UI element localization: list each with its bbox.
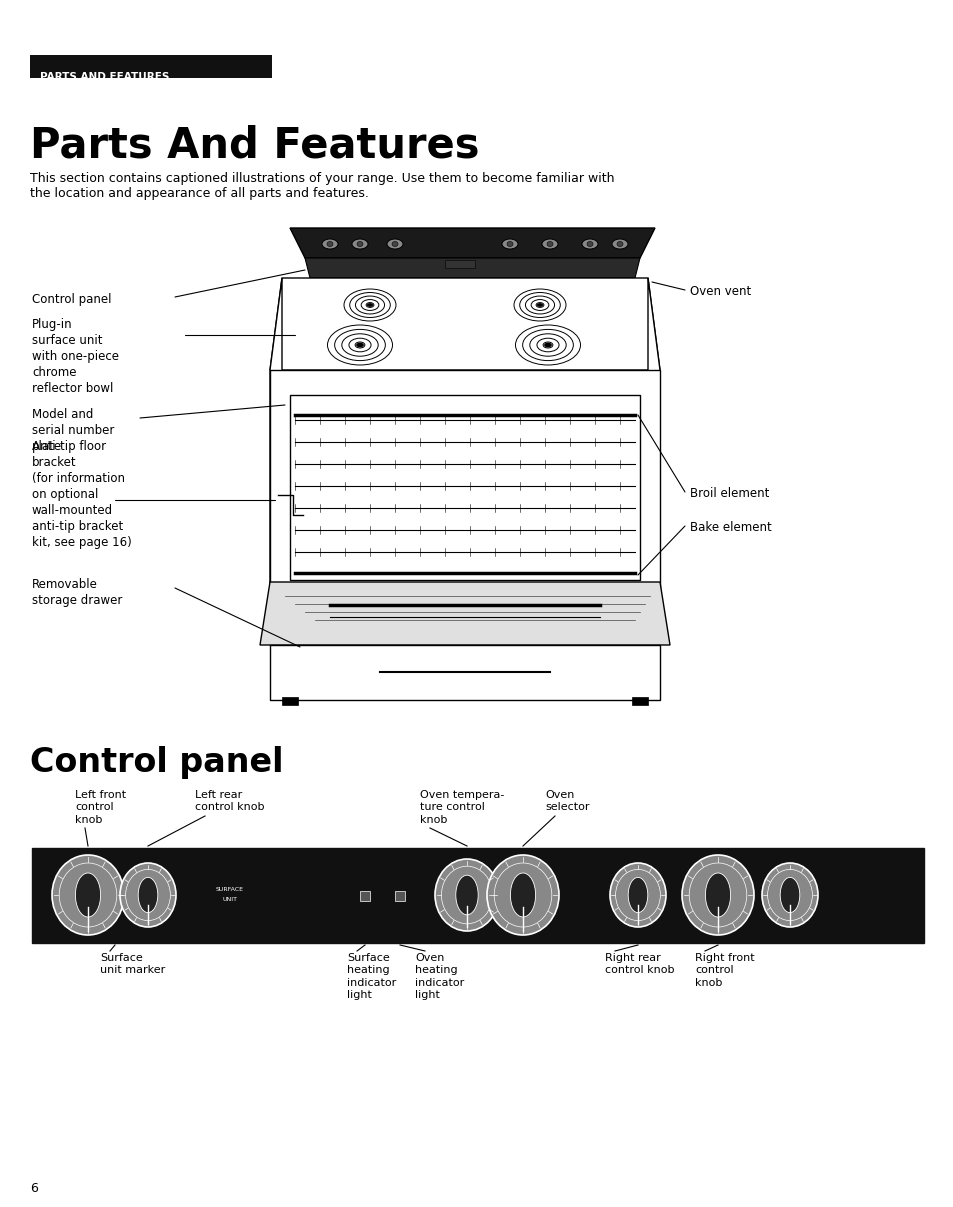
- Text: Surface
heating
indicator
light: Surface heating indicator light: [347, 954, 395, 1001]
- Text: Control panel: Control panel: [30, 746, 283, 779]
- Ellipse shape: [387, 239, 402, 249]
- Text: SURFACE: SURFACE: [215, 887, 244, 892]
- Text: Removable
storage drawer: Removable storage drawer: [32, 578, 122, 607]
- Text: Right rear
control knob: Right rear control knob: [604, 954, 674, 975]
- Ellipse shape: [541, 239, 558, 249]
- Bar: [631, 696, 647, 705]
- Ellipse shape: [543, 343, 552, 348]
- Ellipse shape: [352, 239, 368, 249]
- Text: the location and appearance of all parts and features.: the location and appearance of all parts…: [30, 187, 369, 200]
- Text: Bake element: Bake element: [689, 521, 771, 533]
- Bar: [290, 395, 639, 581]
- Text: PARTS AND FEATURES: PARTS AND FEATURES: [40, 72, 170, 82]
- Polygon shape: [305, 258, 639, 278]
- Ellipse shape: [617, 241, 622, 246]
- Ellipse shape: [506, 241, 513, 246]
- Ellipse shape: [761, 863, 817, 927]
- Bar: [270, 371, 659, 645]
- Text: This section contains captioned illustrations of your range. Use them to become : This section contains captioned illustra…: [30, 173, 614, 185]
- Ellipse shape: [627, 877, 647, 912]
- Bar: [32, 849, 923, 943]
- Ellipse shape: [435, 859, 498, 931]
- Ellipse shape: [780, 877, 799, 912]
- Ellipse shape: [120, 863, 175, 927]
- Polygon shape: [290, 228, 655, 258]
- Ellipse shape: [704, 873, 730, 917]
- Ellipse shape: [501, 239, 517, 249]
- Ellipse shape: [537, 303, 542, 307]
- Text: Surface
unit marker: Surface unit marker: [100, 954, 165, 975]
- Text: Parts And Features: Parts And Features: [30, 126, 479, 167]
- Ellipse shape: [581, 239, 598, 249]
- Bar: [30, 56, 272, 78]
- Ellipse shape: [138, 877, 157, 912]
- Ellipse shape: [609, 863, 665, 927]
- Bar: [395, 891, 405, 900]
- Ellipse shape: [392, 241, 397, 246]
- Text: Broil element: Broil element: [689, 486, 768, 500]
- Text: 6: 6: [30, 1182, 38, 1195]
- Text: Right front
control
knob: Right front control knob: [695, 954, 754, 987]
- Ellipse shape: [356, 241, 363, 246]
- Bar: [359, 891, 370, 900]
- Text: Plug-in
surface unit
with one-piece
chrome
reflector bowl: Plug-in surface unit with one-piece chro…: [32, 317, 119, 395]
- Text: Anti-tip floor
bracket
(for information
on optional
wall-mounted
anti-tip bracke: Anti-tip floor bracket (for information …: [32, 441, 132, 549]
- Text: Oven tempera-
ture control
knob: Oven tempera- ture control knob: [419, 791, 504, 824]
- Polygon shape: [270, 278, 659, 371]
- Ellipse shape: [327, 241, 333, 246]
- Text: Left front
control
knob: Left front control knob: [75, 791, 126, 824]
- Ellipse shape: [612, 239, 627, 249]
- Bar: [444, 260, 475, 268]
- Ellipse shape: [586, 241, 593, 246]
- Text: Control panel: Control panel: [32, 293, 112, 307]
- Polygon shape: [270, 278, 282, 645]
- Text: Oven
heating
indicator
light: Oven heating indicator light: [415, 954, 464, 1001]
- Ellipse shape: [322, 239, 337, 249]
- Ellipse shape: [510, 873, 535, 917]
- Ellipse shape: [546, 241, 553, 246]
- Bar: [282, 696, 297, 705]
- Text: Oven vent: Oven vent: [689, 285, 750, 298]
- Ellipse shape: [486, 855, 558, 935]
- Ellipse shape: [681, 855, 753, 935]
- Text: UNIT: UNIT: [222, 897, 237, 902]
- Ellipse shape: [456, 875, 477, 915]
- Bar: [270, 645, 659, 700]
- Ellipse shape: [52, 855, 124, 935]
- Text: Oven
selector: Oven selector: [544, 791, 589, 812]
- Polygon shape: [647, 278, 659, 645]
- Ellipse shape: [355, 343, 363, 348]
- Polygon shape: [260, 582, 669, 645]
- Text: Model and
serial number
plate: Model and serial number plate: [32, 408, 114, 453]
- Text: Left rear
control knob: Left rear control knob: [194, 791, 264, 812]
- Ellipse shape: [367, 303, 373, 307]
- Ellipse shape: [75, 873, 100, 917]
